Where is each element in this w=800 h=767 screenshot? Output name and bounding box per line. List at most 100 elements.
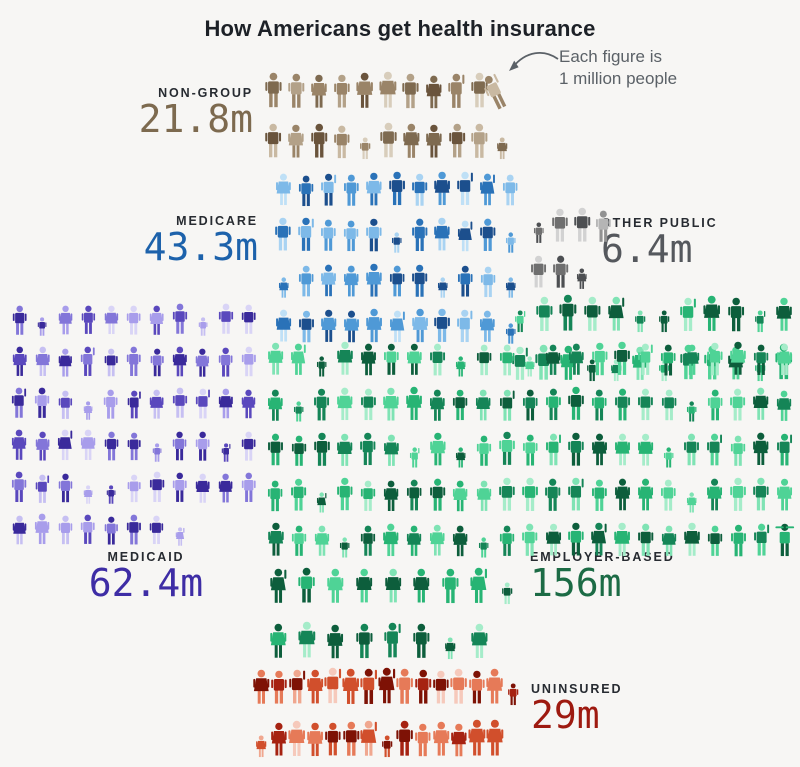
person-figure — [123, 380, 146, 422]
person-figure — [333, 379, 356, 424]
person-figure — [700, 286, 724, 335]
person-figure — [634, 470, 657, 515]
person-figure — [145, 506, 168, 548]
person-figure — [408, 255, 431, 301]
person-figure — [123, 464, 146, 506]
person-figure — [264, 607, 293, 662]
person-figure — [288, 708, 306, 760]
person-figure — [588, 515, 611, 560]
person-figure — [264, 470, 287, 515]
person-figure — [414, 708, 432, 760]
medicare-label: MEDICARE — [176, 214, 258, 228]
person-figure — [123, 296, 146, 338]
other-public-label: OTHER PUBLIC — [601, 216, 718, 230]
employer-value: 156m — [530, 561, 622, 605]
person-figure — [333, 424, 356, 469]
person-figure — [123, 506, 146, 548]
person-figure — [588, 334, 611, 379]
person-figure — [750, 379, 773, 424]
person-figure — [237, 422, 260, 464]
section-non-group-labels: NON-GROUP 21.8m — [23, 86, 253, 140]
person-figure — [657, 379, 680, 424]
person-figure — [680, 470, 703, 515]
person-figure — [380, 470, 403, 515]
person-figure — [237, 296, 260, 338]
person-figure — [77, 422, 100, 464]
person-figure — [408, 301, 431, 347]
person-figure — [611, 334, 634, 379]
legend-annotation-line2: 1 million people — [559, 69, 678, 89]
person-figure — [270, 656, 288, 708]
person-figure — [773, 334, 796, 379]
person-figure — [77, 464, 100, 506]
person-figure — [518, 379, 541, 424]
person-figure — [8, 338, 31, 380]
person-figure — [168, 464, 191, 506]
person-figure — [588, 470, 611, 515]
person-figure — [468, 112, 491, 162]
person-figure — [379, 607, 408, 662]
person-figure — [168, 296, 191, 338]
person-figure — [556, 286, 580, 335]
person-figure — [403, 334, 426, 379]
person-figure — [750, 470, 773, 515]
person-figure — [54, 422, 77, 464]
medicaid-figures — [8, 296, 260, 548]
person-figure — [493, 552, 522, 607]
person-figure — [449, 424, 472, 469]
person-figure — [426, 470, 449, 515]
person-figure — [508, 286, 532, 335]
section-medicare-labels: MEDICARE 43.3m — [28, 214, 258, 268]
person-figure — [306, 656, 324, 708]
person-figure — [54, 506, 77, 548]
person-figure — [100, 422, 123, 464]
person-figure — [680, 334, 703, 379]
person-figure — [363, 164, 386, 210]
person-figure — [472, 515, 495, 560]
person-figure — [252, 708, 270, 760]
person-figure — [703, 470, 726, 515]
person-figure — [580, 286, 604, 335]
person-figure — [272, 255, 295, 301]
person-figure — [287, 470, 310, 515]
person-figure — [495, 515, 518, 560]
person-figure — [214, 464, 237, 506]
person-figure — [31, 464, 54, 506]
person-figure — [77, 296, 100, 338]
person-figure — [54, 464, 77, 506]
person-figure — [285, 62, 308, 112]
person-figure — [486, 708, 504, 760]
person-figure — [145, 464, 168, 506]
person-figure — [377, 112, 400, 162]
person-figure — [310, 334, 333, 379]
person-figure — [340, 301, 363, 347]
person-figure — [264, 334, 287, 379]
person-figure — [611, 470, 634, 515]
person-figure — [680, 379, 703, 424]
person-figure — [403, 379, 426, 424]
person-figure — [310, 379, 333, 424]
person-figure — [588, 379, 611, 424]
person-figure — [504, 656, 522, 708]
person-figure — [426, 334, 449, 379]
person-figure — [360, 708, 378, 760]
person-figure — [449, 379, 472, 424]
person-figure — [593, 200, 615, 246]
person-figure — [8, 506, 31, 548]
person-figure — [331, 62, 354, 112]
person-figure — [518, 334, 541, 379]
person-figure — [308, 112, 331, 162]
person-figure — [454, 301, 477, 347]
person-figure — [272, 210, 295, 256]
chart-title: How Americans get health insurance — [204, 16, 596, 41]
person-figure — [773, 515, 796, 560]
person-figure — [403, 424, 426, 469]
person-figure — [396, 656, 414, 708]
person-figure — [611, 379, 634, 424]
person-figure — [652, 286, 676, 335]
person-figure — [380, 334, 403, 379]
person-figure — [100, 464, 123, 506]
person-figure — [264, 552, 293, 607]
medicaid-label: MEDICAID — [107, 550, 185, 564]
person-figure — [214, 296, 237, 338]
